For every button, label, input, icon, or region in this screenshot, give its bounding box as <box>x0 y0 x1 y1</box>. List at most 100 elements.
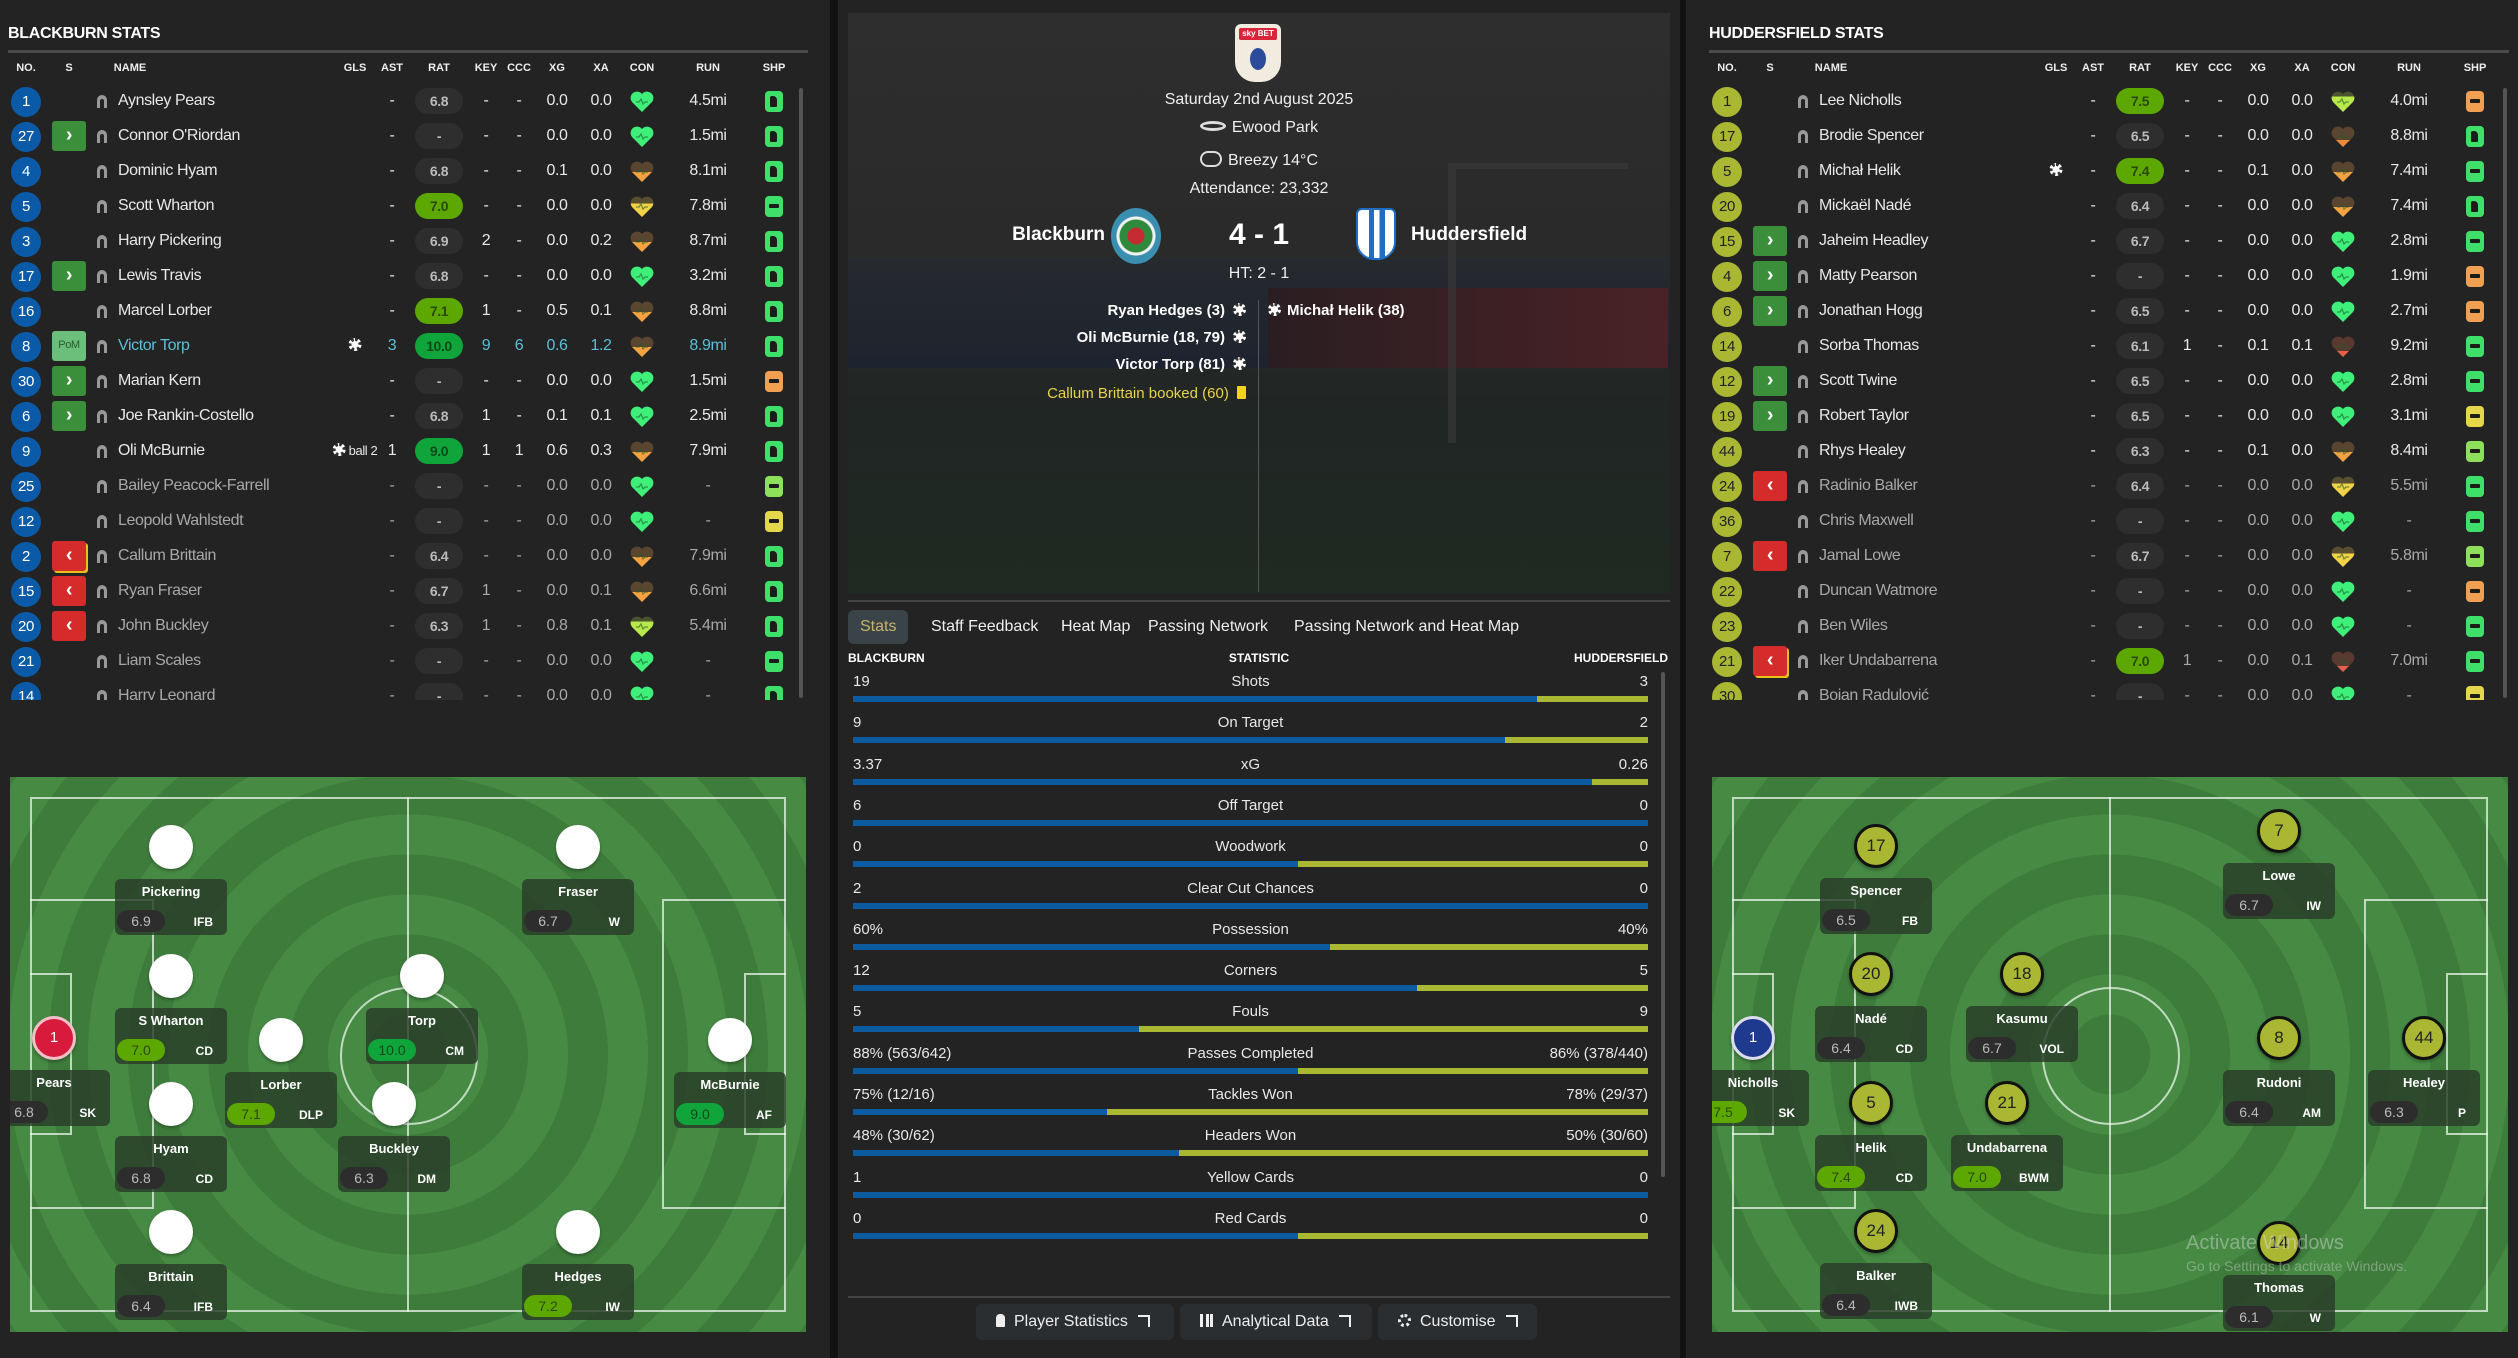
table-row[interactable]: 6 › Joe Rankin-Costello - 1 - 0.1 0.1 2.5mi 6.8 <box>0 399 800 434</box>
tab-passing-network-and-heat-map[interactable]: Passing Network and Heat Map <box>1294 618 1519 635</box>
player-name[interactable]: Bailey Peacock-Farrell <box>118 477 270 494</box>
tab-heat-map[interactable]: Heat Map <box>1061 618 1131 635</box>
table-row[interactable]: 17 › Lewis Travis - - - 0.0 0.0 3.2mi 6.8 <box>0 259 800 294</box>
player-name[interactable]: Mickaël Nadé <box>1819 197 1912 214</box>
table-row[interactable]: 17 Brodie Spencer - - - 0.0 0.0 8.8mi 6.5 <box>1701 119 2501 154</box>
player-name[interactable]: Scott Twine <box>1819 372 1898 389</box>
player-name[interactable]: Jonathan Hogg <box>1819 302 1923 319</box>
column-header-key[interactable]: KEY <box>474 62 498 74</box>
player-name[interactable]: Dominic Hyam <box>118 162 218 179</box>
tab-stats[interactable]: Stats <box>848 610 909 644</box>
player-name[interactable]: Victor Torp <box>118 337 190 354</box>
player-name[interactable]: Liam Scales <box>118 652 201 669</box>
player-name[interactable]: Oli McBurnie <box>118 442 205 459</box>
player-marker[interactable]: 24 <box>1854 1209 1898 1253</box>
player-marker[interactable] <box>149 1082 193 1126</box>
player-name[interactable]: Ben Wiles <box>1819 617 1888 634</box>
table-row[interactable]: 14 Sorba Thomas - 1 - 0.1 0.1 9.2mi 6.1 <box>1701 329 2501 364</box>
player-name[interactable]: Joe Rankin-Costello <box>118 407 254 424</box>
column-header-name[interactable]: NAME <box>1814 62 1848 74</box>
column-header-xg[interactable]: XG <box>549 62 565 74</box>
column-header-xg[interactable]: XG <box>2250 62 2266 74</box>
player-name[interactable]: Iker Undabarrena <box>1819 652 1938 669</box>
column-header-xa[interactable]: XA <box>2294 62 2310 74</box>
table-row[interactable]: 16 Marcel Lorber - 1 - 0.5 0.1 8.8mi 7.1 <box>0 294 800 329</box>
table-row[interactable]: 12 Leopold Wahlstedt - - - 0.0 0.0 - - <box>0 504 800 539</box>
table-row[interactable]: 24 ‹ Radinio Balker - - - 0.0 0.0 5.5mi 6.4 <box>1701 469 2501 504</box>
column-header-con[interactable]: CON <box>2330 62 2356 74</box>
player-name[interactable]: Marcel Lorber <box>118 302 212 319</box>
scrollbar[interactable] <box>799 88 803 698</box>
player-marker[interactable]: 17 <box>1854 824 1898 868</box>
player-name[interactable]: Sorba Thomas <box>1819 337 1919 354</box>
player-name[interactable]: Michał Helik <box>1819 162 1901 179</box>
table-row[interactable]: 19 › Robert Taylor - - - 0.0 0.0 3.1mi 6.5 <box>1701 399 2501 434</box>
table-row[interactable]: 22 Duncan Watmore - - - 0.0 0.0 - - <box>1701 574 2501 609</box>
column-header-gls[interactable]: GLS <box>2044 62 2068 74</box>
analytical-data-button[interactable]: Analytical Data <box>1180 1304 1372 1340</box>
column-header-s[interactable]: S <box>1766 62 1774 74</box>
player-marker[interactable]: 1 <box>32 1016 76 1060</box>
player-marker[interactable]: 1 <box>1731 1016 1775 1060</box>
player-marker[interactable] <box>400 954 444 998</box>
table-row[interactable]: 1 Aynsley Pears - - - 0.0 0.0 4.5mi 6.8 <box>0 84 800 119</box>
column-header-key[interactable]: KEY <box>2175 62 2199 74</box>
player-name[interactable]: John Buckley <box>118 617 209 634</box>
player-marker[interactable] <box>372 1082 416 1126</box>
player-name[interactable]: Jaheim Headley <box>1819 232 1929 249</box>
player-name[interactable]: Callum Brittain <box>118 547 217 564</box>
player-marker[interactable] <box>149 954 193 998</box>
table-row[interactable]: 15 ‹ Ryan Fraser - 1 - 0.0 0.1 6.6mi 6.7 <box>0 574 800 609</box>
table-row[interactable]: 5 Michał Helik - - - 0.1 0.0 7.4mi 7.4 <box>1701 154 2501 189</box>
player-name[interactable]: Matty Pearson <box>1819 267 1917 284</box>
player-marker[interactable] <box>708 1018 752 1062</box>
player-name[interactable]: Harry Pickering <box>118 232 222 249</box>
away-team-name[interactable]: Huddersfield <box>1411 224 1528 245</box>
table-row[interactable]: 3 Harry Pickering - 2 - 0.0 0.2 8.7mi 6.9 <box>0 224 800 259</box>
player-marker[interactable]: 14 <box>2257 1221 2301 1265</box>
table-row[interactable]: 15 › Jaheim Headley - - - 0.0 0.0 2.8mi 6.7 <box>1701 224 2501 259</box>
player-name[interactable]: Scott Wharton <box>118 197 215 214</box>
blackburn-crest[interactable] <box>1111 208 1161 264</box>
table-row[interactable]: 4 › Matty Pearson - - - 0.0 0.0 1.9mi - <box>1701 259 2501 294</box>
column-header-ast[interactable]: AST <box>2082 62 2104 74</box>
player-marker[interactable]: 5 <box>1849 1081 1893 1125</box>
column-header-no[interactable]: NO. <box>16 62 36 74</box>
table-row[interactable]: 12 › Scott Twine - - - 0.0 0.0 2.8mi 6.5 <box>1701 364 2501 399</box>
home-team-name[interactable]: Blackburn <box>1012 224 1105 245</box>
column-header-shp[interactable]: SHP <box>2463 62 2487 74</box>
column-header-s[interactable]: S <box>65 62 73 74</box>
player-stats-table[interactable]: 1 Aynsley Pears - - - 0.0 0.0 4.5mi 6.8 27 › Connor… <box>0 84 810 700</box>
column-header-rat[interactable]: RAT <box>2129 62 2151 74</box>
scrollbar[interactable] <box>2503 88 2507 698</box>
table-row[interactable]: 9 Oli McBurnie ball 2 1 1 1 0.6 0.3 7.9mi 9.0 <box>0 434 800 469</box>
column-header-ccc[interactable]: CCC <box>507 62 531 74</box>
player-name[interactable]: Harry Leonard <box>118 687 216 700</box>
table-row[interactable]: 30 Bojan Radulović - - - 0.0 0.0 - - <box>1701 679 2501 700</box>
player-name[interactable]: Rhys Healey <box>1819 442 1906 459</box>
player-name[interactable]: Lee Nicholls <box>1819 92 1902 109</box>
player-marker[interactable]: 18 <box>2000 952 2044 996</box>
scrollbar[interactable] <box>1661 672 1665 1177</box>
table-row[interactable]: 20 Mickaël Nadé - - - 0.0 0.0 7.4mi 6.4 <box>1701 189 2501 224</box>
table-row[interactable]: 30 › Marian Kern - - - 0.0 0.0 1.5mi - <box>0 364 800 399</box>
player-name[interactable]: Aynsley Pears <box>118 92 215 109</box>
player-marker[interactable]: 21 <box>1985 1081 2029 1125</box>
player-marker[interactable] <box>149 825 193 869</box>
table-row[interactable]: 20 ‹ John Buckley - 1 - 0.8 0.1 5.4mi 6.3 <box>0 609 800 644</box>
table-row[interactable]: 23 Ben Wiles - - - 0.0 0.0 - - <box>1701 609 2501 644</box>
player-name[interactable]: Duncan Watmore <box>1819 582 1938 599</box>
player-name[interactable]: Ryan Fraser <box>118 582 202 599</box>
player-name[interactable]: Lewis Travis <box>118 267 202 284</box>
column-header-ccc[interactable]: CCC <box>2208 62 2232 74</box>
player-name[interactable]: Connor O'Riordan <box>118 127 241 144</box>
column-header-gls[interactable]: GLS <box>343 62 367 74</box>
table-row[interactable]: 7 ‹ Jamal Lowe - - - 0.0 0.0 5.8mi 6.7 <box>1701 539 2501 574</box>
player-name[interactable]: Bojan Radulović <box>1819 687 1929 700</box>
table-row[interactable]: 1 Lee Nicholls - - - 0.0 0.0 4.0mi 7.5 <box>1701 84 2501 119</box>
player-statistics-button[interactable]: Player Statistics <box>976 1304 1174 1340</box>
table-row[interactable]: 27 › Connor O'Riordan - - - 0.0 0.0 1.5mi - <box>0 119 800 154</box>
column-header-run[interactable]: RUN <box>2397 62 2421 74</box>
table-row[interactable]: 21 Liam Scales - - - 0.0 0.0 - - <box>0 644 800 679</box>
table-row[interactable]: 2 ‹ Callum Brittain - - - 0.0 0.0 7.9mi 6.4 <box>0 539 800 574</box>
